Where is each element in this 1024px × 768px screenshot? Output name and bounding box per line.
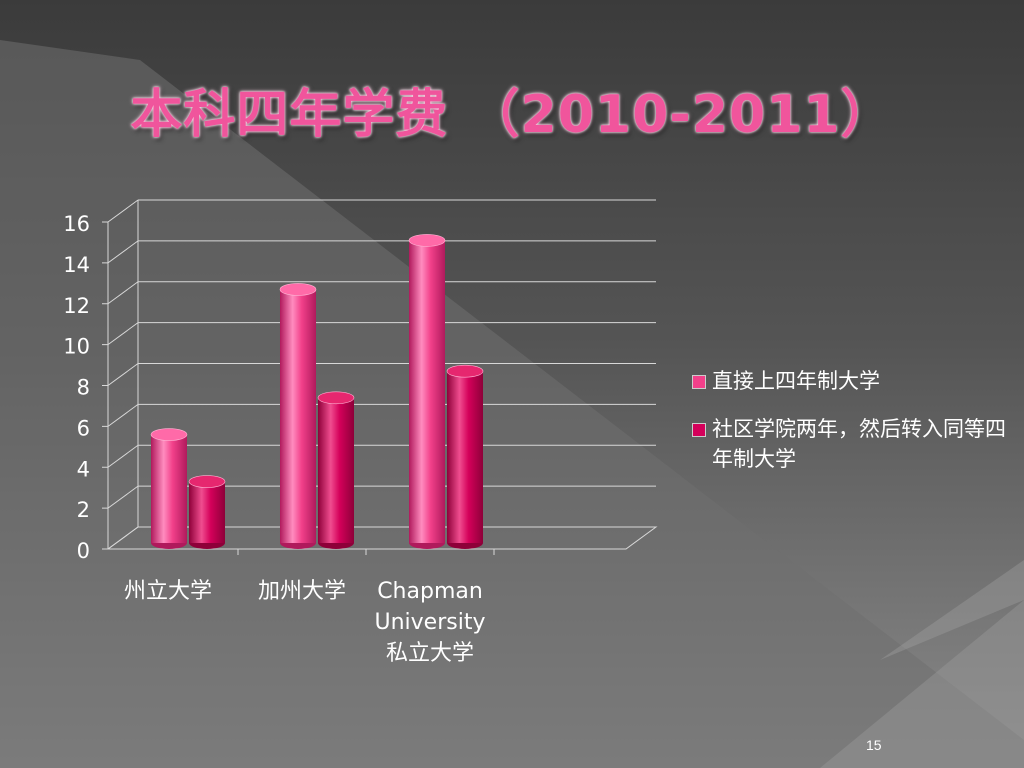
- x-category-label-line: 私立大学: [385, 641, 474, 666]
- y-tick-label: 6: [77, 416, 90, 440]
- legend-item-series-2: 社区学院两年，然后转入同等四年制大学: [690, 414, 1010, 474]
- gridline-depth: [107, 444, 139, 468]
- y-tick-label: 10: [63, 335, 90, 359]
- y-tick-label: 4: [77, 457, 90, 481]
- x-category-label: 加州大学: [247, 576, 357, 607]
- chart-legend: 直接上四年制大学 社区学院两年，然后转入同等四年制大学: [690, 366, 1010, 474]
- bar-series-1: [408, 234, 446, 549]
- legend-swatch-series-1: [692, 375, 706, 389]
- bar-body: [318, 397, 354, 543]
- gridline-depth: [107, 403, 139, 427]
- bar-top: [188, 475, 226, 488]
- bar-series-1: [150, 428, 188, 549]
- y-tick-label: 16: [63, 212, 90, 236]
- bar-body: [151, 434, 187, 543]
- gridline-depth: [107, 363, 139, 386]
- bar-series-2: [188, 475, 226, 549]
- legend-label-series-1: 直接上四年制大学: [712, 369, 880, 393]
- bar-body: [280, 289, 316, 543]
- bar-top: [150, 428, 188, 441]
- x-category-label-line: 加州大学: [257, 579, 346, 604]
- legend-swatch-series-2: [692, 423, 706, 437]
- y-tick-label: 2: [77, 498, 90, 522]
- x-category-label: 州立大学: [113, 576, 223, 607]
- bar-body: [447, 371, 483, 543]
- x-category-label-line: 州立大学: [123, 579, 212, 604]
- bar-layer: [150, 234, 484, 549]
- y-tick-label: 14: [63, 253, 90, 277]
- background-corner-stripe: [880, 560, 1024, 660]
- slide-title: 本科四年学费 （2010-2011）: [130, 85, 894, 145]
- legend-item-series-1: 直接上四年制大学: [690, 366, 1010, 396]
- bar-top: [408, 234, 446, 247]
- x-category-label-line: University: [374, 610, 486, 635]
- bar-body: [409, 240, 445, 544]
- y-tick-label: 0: [77, 539, 90, 563]
- x-category-label: Chapman University 私立大学: [360, 576, 500, 669]
- bar-top: [446, 364, 484, 378]
- gridline-depth: [107, 485, 139, 509]
- bar-series-2: [446, 364, 484, 549]
- gridline-depth: [107, 322, 139, 346]
- y-tick-label: 8: [77, 376, 90, 400]
- background-corner-light: [820, 600, 1024, 768]
- bar-top: [317, 391, 355, 405]
- bar-body: [189, 481, 225, 543]
- gridline-depth: [107, 199, 139, 223]
- gridline-depth: [107, 240, 139, 264]
- page-number: 15: [866, 737, 882, 753]
- bar-series-2: [317, 391, 355, 549]
- y-tick-label: 12: [63, 294, 90, 318]
- axis-layer: 0 2 4 6 8 10 12 14 16: [63, 200, 658, 563]
- x-category-label-line: Chapman: [377, 579, 483, 604]
- bar-series-1: [279, 283, 317, 549]
- legend-label-series-2: 社区学院两年，然后转入同等四年制大学: [712, 417, 1006, 471]
- chart-floor: [106, 526, 658, 550]
- gridline-depth: [107, 281, 139, 305]
- bar-top: [279, 283, 317, 296]
